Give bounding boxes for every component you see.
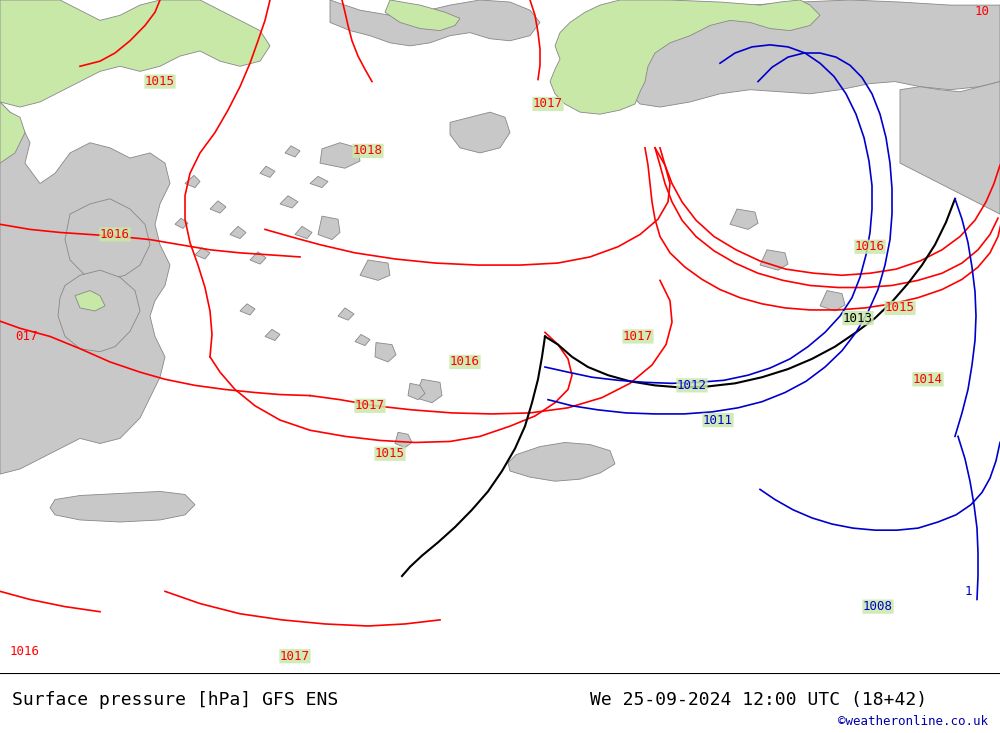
Polygon shape: [250, 252, 266, 264]
Text: 1014: 1014: [913, 373, 943, 386]
Polygon shape: [385, 0, 460, 31]
Text: 1011: 1011: [703, 413, 733, 427]
Polygon shape: [240, 303, 255, 315]
Polygon shape: [295, 226, 312, 238]
Text: 1016: 1016: [450, 356, 480, 369]
Polygon shape: [210, 201, 226, 213]
Polygon shape: [185, 175, 200, 188]
Polygon shape: [375, 342, 396, 362]
Text: 1013: 1013: [843, 312, 873, 325]
Text: 1015: 1015: [145, 75, 175, 88]
Polygon shape: [280, 196, 298, 208]
Polygon shape: [265, 329, 280, 341]
Polygon shape: [75, 290, 105, 311]
Polygon shape: [0, 0, 270, 107]
Text: 1016: 1016: [10, 644, 40, 658]
Polygon shape: [630, 0, 1000, 107]
Polygon shape: [730, 209, 758, 229]
Polygon shape: [58, 270, 140, 352]
Polygon shape: [318, 216, 340, 240]
Polygon shape: [175, 218, 188, 229]
Polygon shape: [320, 143, 360, 168]
Text: 1017: 1017: [623, 330, 653, 343]
Polygon shape: [310, 177, 328, 188]
Polygon shape: [260, 166, 275, 177]
Polygon shape: [508, 443, 615, 482]
Polygon shape: [65, 199, 150, 280]
Polygon shape: [360, 260, 390, 280]
Polygon shape: [330, 0, 540, 46]
Polygon shape: [230, 226, 246, 238]
Text: 1018: 1018: [353, 144, 383, 158]
Polygon shape: [900, 81, 1000, 214]
Text: ©weatheronline.co.uk: ©weatheronline.co.uk: [838, 715, 988, 728]
Polygon shape: [820, 290, 845, 311]
Polygon shape: [355, 334, 370, 346]
Polygon shape: [760, 250, 788, 270]
Polygon shape: [0, 0, 170, 474]
Polygon shape: [285, 146, 300, 157]
Text: 017: 017: [15, 330, 38, 343]
Text: 1015: 1015: [375, 447, 405, 460]
Text: 10: 10: [975, 5, 990, 18]
Text: 1015: 1015: [885, 301, 915, 314]
Polygon shape: [550, 0, 820, 114]
Polygon shape: [50, 491, 195, 522]
Polygon shape: [0, 102, 25, 163]
Text: 1016: 1016: [100, 228, 130, 241]
Text: 1017: 1017: [533, 97, 563, 111]
Polygon shape: [415, 379, 442, 402]
Text: 1012: 1012: [677, 379, 707, 392]
Text: 1017: 1017: [280, 649, 310, 663]
Polygon shape: [338, 308, 354, 320]
Polygon shape: [408, 383, 425, 399]
Text: We 25-09-2024 12:00 UTC (18+42): We 25-09-2024 12:00 UTC (18+42): [590, 691, 927, 709]
Text: Surface pressure [hPa] GFS ENS: Surface pressure [hPa] GFS ENS: [12, 691, 338, 709]
Text: 1016: 1016: [855, 240, 885, 253]
Text: 1017: 1017: [355, 399, 385, 412]
Polygon shape: [395, 432, 412, 448]
Text: 1: 1: [965, 585, 972, 598]
Polygon shape: [450, 112, 510, 153]
Polygon shape: [195, 248, 210, 259]
Text: 1008: 1008: [863, 600, 893, 613]
